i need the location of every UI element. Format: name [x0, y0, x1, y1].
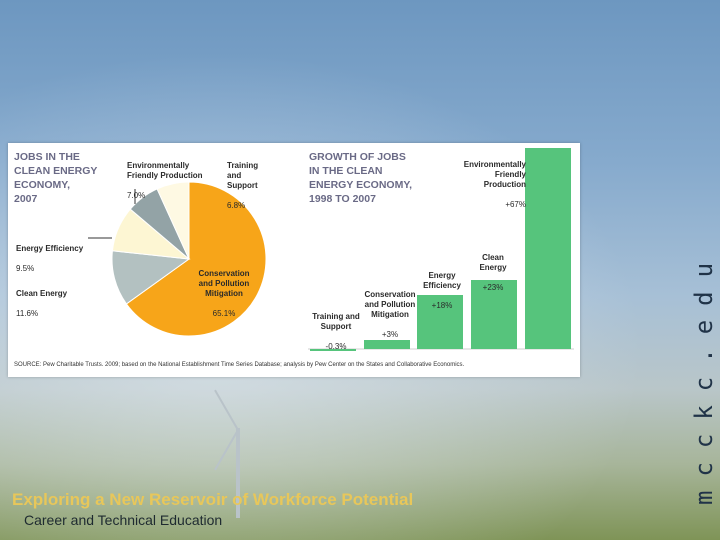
pie-chart-title: JOBS IN THE CLEAN ENERGY ECONOMY, 2007 — [14, 151, 98, 205]
bar-label-training: Training and Support -0.3% — [312, 312, 360, 351]
bar-label-efficiency: Energy Efficiency +18% — [423, 271, 461, 310]
source-note: SOURCE: Pew Charitable Trusts. 2009; bas… — [14, 362, 465, 368]
bar-0 — [310, 349, 356, 351]
chart-card: JOBS IN THE CLEAN ENERGY ECONOMY, 2007 E… — [8, 143, 580, 377]
bar-label-clean-energy: Clean Energy +23% — [479, 253, 507, 292]
pie-label-training: Training and Support 6.8% — [227, 161, 259, 210]
website-vertical-text: mcckc.edu — [690, 248, 718, 505]
bar-chart — [308, 148, 574, 351]
pie-label-conservation: Conservation and Pollution Mitigation 65… — [198, 269, 250, 318]
bar-1 — [364, 340, 410, 349]
bar-label-env-production: Environmentally Friendly Production +67% — [463, 160, 526, 209]
slide-title: Exploring a New Reservoir of Workforce P… — [12, 490, 414, 509]
pie-slice-0 — [125, 181, 267, 337]
pie-label-env-production: Environmentally Friendly Production 7.0% — [127, 161, 203, 200]
bar-label-conservation: Conservation and Pollution Mitigation +3… — [364, 290, 416, 339]
bar-3 — [471, 280, 517, 349]
pie-chart — [88, 181, 267, 337]
pie-label-efficiency: Energy Efficiency 9.5% — [16, 244, 84, 273]
pie-label-clean-energy: Clean Energy 11.6% — [16, 289, 68, 318]
wind-turbine-tower — [236, 428, 240, 518]
bar-4 — [525, 148, 571, 349]
pie-slice-4 — [156, 181, 190, 260]
slide-subtitle: Career and Technical Education — [24, 512, 223, 528]
bar-chart-title: GROWTH OF JOBS IN THE CLEAN ENERGY ECONO… — [309, 151, 413, 205]
bar-2 — [417, 295, 463, 349]
